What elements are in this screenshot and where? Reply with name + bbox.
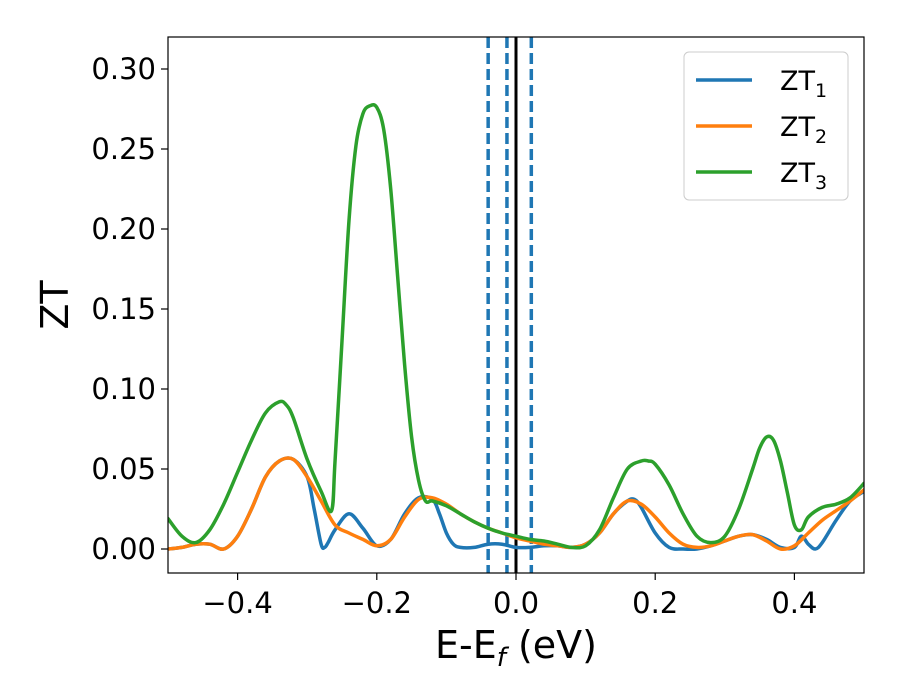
x-tick-label: −0.2 (342, 586, 412, 620)
x-tick-label: 0.2 (632, 586, 678, 620)
y-tick-label: 0.05 (91, 452, 156, 486)
x-axis-ticks: −0.4 −0.2 0.0 0.2 0.4 (202, 573, 817, 620)
legend: ZT1 ZT2 ZT3 (683, 51, 849, 201)
x-tick-label: 0.0 (493, 586, 539, 620)
y-axis-label: ZT (33, 280, 77, 330)
legend-label-zt2: ZT2 (780, 112, 827, 148)
reference-lines (486, 37, 534, 573)
x-tick-label: −0.4 (202, 586, 272, 620)
legend-label-zt1: ZT1 (780, 66, 827, 102)
legend-label-zt3: ZT3 (780, 158, 827, 194)
x-tick-label: 0.4 (771, 586, 817, 620)
x-axis-label: E-Ef (eV) (435, 623, 597, 673)
series-line-zt3 (168, 102, 864, 550)
y-tick-label: 0.30 (91, 52, 156, 86)
legend-box (683, 51, 849, 201)
y-tick-label: 0.25 (91, 132, 156, 166)
y-tick-label: 0.10 (91, 372, 156, 406)
y-tick-label: 0.00 (91, 532, 156, 566)
x-axis-label-unit: (eV) (506, 623, 597, 667)
y-axis-ticks: 0.00 0.05 0.10 0.15 0.20 0.25 0.30 (91, 52, 168, 566)
x-axis-label-main: E-E (435, 623, 497, 667)
series-lines (168, 102, 864, 552)
y-tick-label: 0.15 (91, 292, 156, 326)
y-tick-label: 0.20 (91, 212, 156, 246)
